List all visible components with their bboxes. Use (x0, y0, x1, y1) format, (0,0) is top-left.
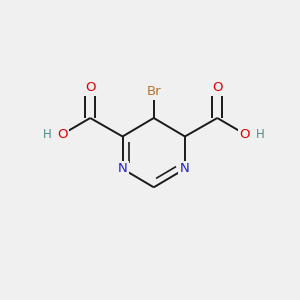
Text: O: O (240, 128, 250, 141)
Text: O: O (212, 82, 223, 94)
Text: N: N (180, 162, 190, 175)
Text: H: H (256, 128, 264, 141)
Text: Br: Br (146, 85, 161, 98)
Text: N: N (118, 162, 128, 175)
Text: O: O (85, 82, 95, 94)
Text: H: H (43, 128, 52, 141)
Text: O: O (57, 128, 68, 141)
